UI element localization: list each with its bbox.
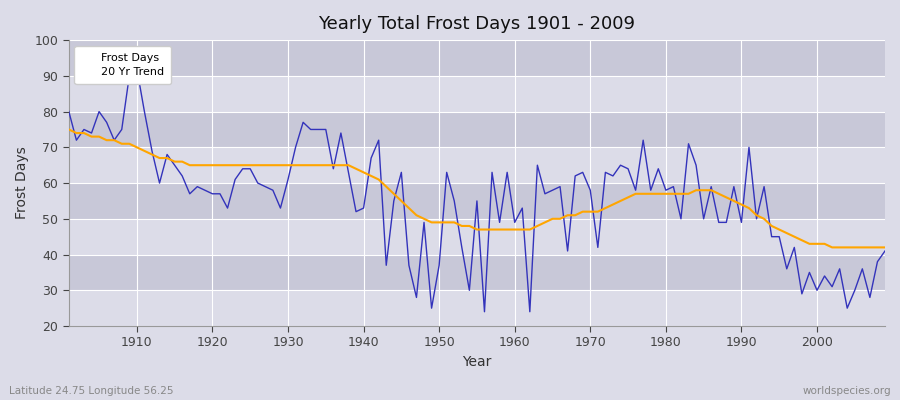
Frost Days: [517, 206, 527, 210]
Line: 20 Yr Trend: 20 Yr Trend: [68, 130, 885, 248]
Frost Days: [615, 163, 626, 168]
20 Yr Trend: [124, 141, 135, 146]
20 Yr Trend: [290, 163, 301, 168]
Bar: [68, 40, 885, 76]
20 Yr Trend: [600, 206, 611, 210]
Bar: [68, 147, 885, 183]
Text: worldspecies.org: worldspecies.org: [803, 386, 891, 396]
Bar: [68, 219, 885, 254]
Bar: [68, 254, 885, 290]
Frost Days: [131, 66, 142, 71]
Frost Days: [298, 120, 309, 125]
Legend: Frost Days, 20 Yr Trend: Frost Days, 20 Yr Trend: [75, 46, 171, 84]
20 Yr Trend: [63, 127, 74, 132]
Text: Latitude 24.75 Longitude 56.25: Latitude 24.75 Longitude 56.25: [9, 386, 174, 396]
20 Yr Trend: [336, 163, 346, 168]
Title: Yearly Total Frost Days 1901 - 2009: Yearly Total Frost Days 1901 - 2009: [319, 15, 635, 33]
Frost Days: [879, 248, 890, 253]
Bar: [68, 183, 885, 219]
X-axis label: Year: Year: [463, 355, 491, 369]
Line: Frost Days: Frost Days: [68, 69, 885, 312]
Frost Days: [479, 309, 490, 314]
Frost Days: [343, 170, 354, 175]
20 Yr Trend: [879, 245, 890, 250]
Y-axis label: Frost Days: Frost Days: [15, 147, 29, 220]
Bar: [68, 112, 885, 147]
Frost Days: [124, 74, 135, 78]
20 Yr Trend: [827, 245, 838, 250]
20 Yr Trend: [509, 227, 520, 232]
Bar: [68, 290, 885, 326]
Frost Days: [63, 109, 74, 114]
Frost Days: [525, 309, 535, 314]
20 Yr Trend: [502, 227, 513, 232]
Bar: [68, 76, 885, 112]
